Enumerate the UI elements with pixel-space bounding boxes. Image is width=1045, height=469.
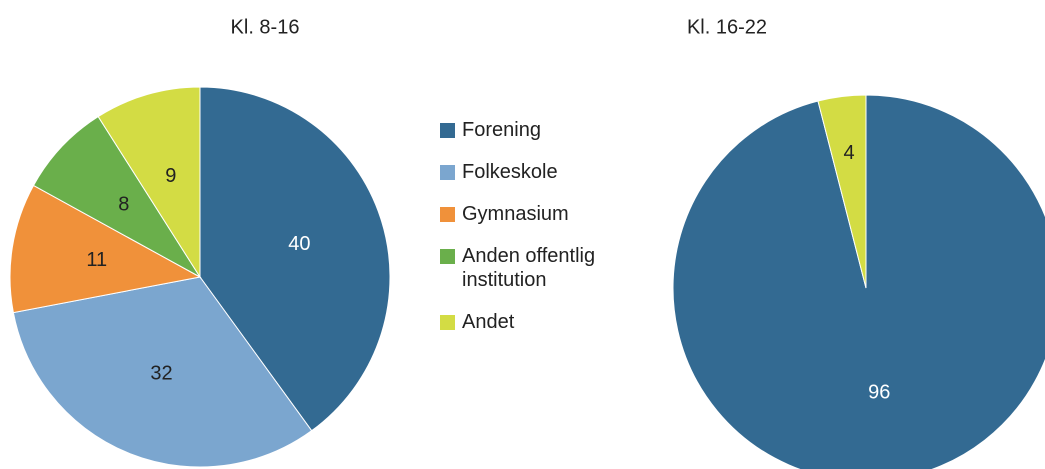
- legend-swatch: [440, 207, 455, 222]
- data-label: 40: [288, 233, 310, 255]
- chart-title: Kl. 8-16: [231, 16, 300, 38]
- data-label: 4: [844, 142, 855, 164]
- data-label: 9: [165, 165, 176, 187]
- legend-label: Andet: [462, 311, 515, 333]
- legend-label: Anden offentlig institution: [462, 245, 596, 291]
- legend-swatch: [440, 249, 455, 264]
- data-label: 96: [868, 382, 890, 404]
- legend-label: Forening: [462, 119, 541, 141]
- data-label: 11: [86, 249, 107, 271]
- pie-slice: [97, 86, 201, 279]
- legend-swatch: [440, 165, 455, 180]
- data-label: 32: [150, 362, 172, 384]
- chart-title: Kl. 16-22: [687, 16, 767, 38]
- legend: Forening Folkeskole Gymnasium Anden offentl…: [440, 118, 620, 352]
- pie-slice: [199, 86, 391, 432]
- pie-slice: [672, 94, 1045, 469]
- legend-item: Andet: [440, 310, 620, 334]
- pie-slice: [32, 115, 201, 278]
- legend-item: Folkeskole: [440, 160, 620, 184]
- pie-slice: [12, 276, 313, 468]
- legend-swatch: [440, 315, 455, 330]
- legend-item: Anden offentlig institution: [440, 244, 620, 292]
- legend-item: Gymnasium: [440, 202, 620, 226]
- legend-swatch: [440, 123, 455, 138]
- data-label: 8: [118, 194, 129, 216]
- pie-slice: [817, 94, 867, 289]
- pie-slice: [9, 184, 202, 314]
- legend-item: Forening: [440, 118, 620, 142]
- legend-label: Folkeskole: [462, 161, 558, 183]
- legend-label: Gymnasium: [462, 203, 569, 225]
